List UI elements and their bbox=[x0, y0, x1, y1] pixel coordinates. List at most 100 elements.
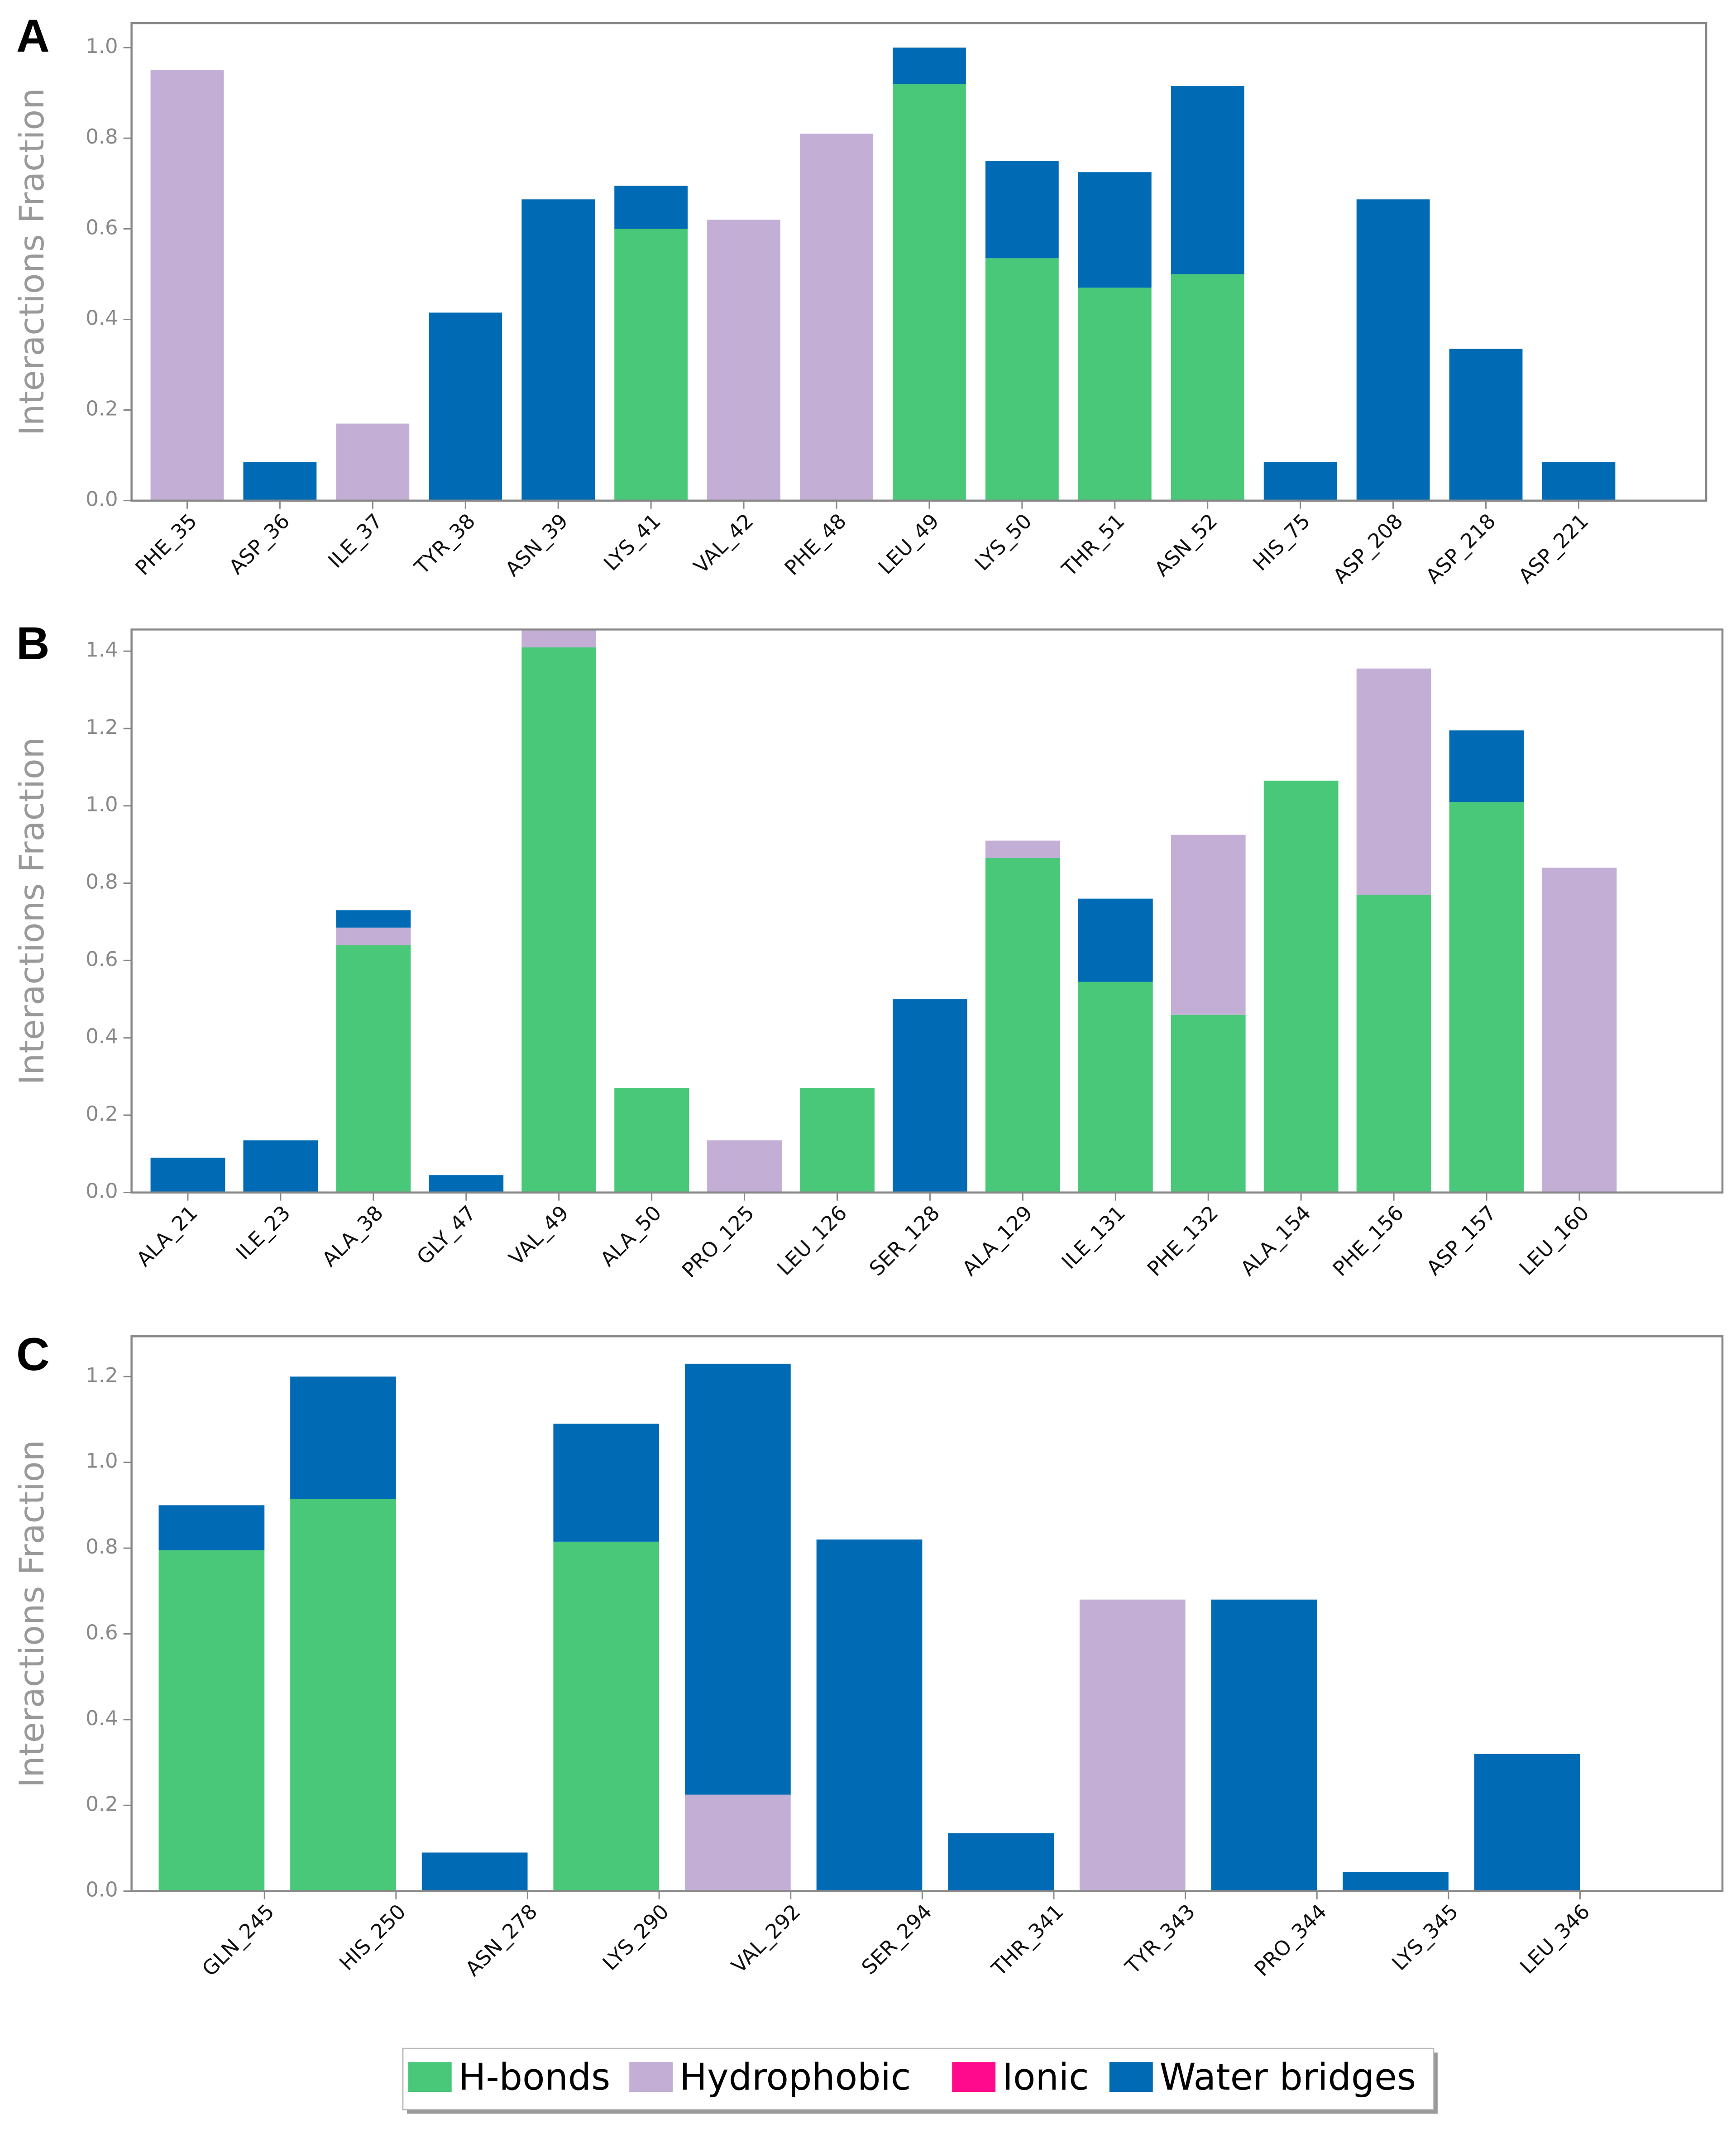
y-tick-label: 0.0 bbox=[86, 487, 118, 511]
axes-frame bbox=[130, 1335, 1724, 1892]
y-tick-label: 0.2 bbox=[86, 1792, 118, 1816]
bar-segment bbox=[1542, 462, 1616, 501]
bar-segment bbox=[985, 858, 1060, 1193]
legend-label: Hydrophobic bbox=[679, 2056, 911, 2099]
bar-segment bbox=[553, 1541, 660, 1891]
bar-segment bbox=[985, 840, 1060, 858]
y-tick-label: 0.0 bbox=[86, 1179, 118, 1203]
bar-segment bbox=[243, 462, 317, 501]
x-tick-label: THR_341 bbox=[987, 1899, 1068, 1981]
bar-segment bbox=[893, 84, 966, 501]
x-tick-label: ASP_218 bbox=[1421, 509, 1500, 588]
y-tick-label: 1.0 bbox=[86, 792, 118, 816]
x-tick-label: VAL_49 bbox=[504, 1201, 573, 1270]
x-tick-label: VAL_292 bbox=[727, 1899, 805, 1978]
x-tick-label: PRO_125 bbox=[677, 1201, 759, 1282]
y-tick-label: 0.6 bbox=[86, 947, 118, 971]
bar-segment bbox=[553, 1424, 660, 1542]
x-tick-label: LYS_345 bbox=[1387, 1899, 1463, 1975]
bar-segment bbox=[1474, 1754, 1580, 1891]
x-tick-label: HIS_250 bbox=[335, 1899, 410, 1975]
x-tick-label: VAL_42 bbox=[689, 509, 758, 578]
bar-segment bbox=[521, 647, 597, 1193]
bar-segment bbox=[614, 229, 688, 501]
x-tick-label: LEU_346 bbox=[1515, 1899, 1594, 1979]
bar-segment bbox=[150, 70, 224, 501]
bar-segment bbox=[1171, 834, 1246, 1015]
y-tick-label: 0.4 bbox=[86, 1706, 118, 1730]
x-tick-label: GLY_47 bbox=[412, 1201, 480, 1269]
bar-segment bbox=[336, 927, 411, 945]
bars bbox=[150, 48, 1616, 501]
x-tick-label: ASP_36 bbox=[224, 509, 294, 579]
bar-segment bbox=[243, 1140, 318, 1193]
bar-segment bbox=[707, 220, 780, 501]
y-tick-label: 0.0 bbox=[86, 1878, 118, 1902]
y-tick-label: 0.8 bbox=[86, 1534, 118, 1558]
bar-segment bbox=[685, 1794, 791, 1891]
bar-segment bbox=[521, 199, 595, 501]
bar-segment bbox=[158, 1505, 265, 1550]
x-tick-label: ASP_208 bbox=[1328, 509, 1407, 588]
bar-segment bbox=[1078, 898, 1153, 982]
x-tick-label: TYR_343 bbox=[1120, 1899, 1200, 1979]
x-tick-label: ILE_23 bbox=[231, 1201, 295, 1265]
x-tick-label: SER_128 bbox=[865, 1201, 944, 1280]
panel-label: B bbox=[16, 618, 50, 669]
bar-segment bbox=[1078, 172, 1152, 288]
x-tick-label: PHE_132 bbox=[1143, 1201, 1223, 1281]
bar-segment bbox=[893, 999, 967, 1193]
bar-segment bbox=[290, 1376, 396, 1499]
x-tick-label: ALA_21 bbox=[132, 1201, 202, 1271]
x-tick-label: LYS_50 bbox=[970, 509, 1037, 575]
bar-segment bbox=[800, 134, 873, 501]
x-tick-label: ASP_157 bbox=[1422, 1201, 1501, 1280]
bar-segment bbox=[614, 1088, 689, 1193]
bar-segment bbox=[429, 1175, 504, 1193]
legend-swatch bbox=[629, 2062, 673, 2092]
bar-segment bbox=[1171, 86, 1244, 274]
bar-segment bbox=[1343, 1872, 1449, 1891]
bar-segment bbox=[1079, 1599, 1186, 1891]
x-tick-label: ILE_37 bbox=[323, 509, 387, 573]
y-tick-label: 1.0 bbox=[86, 1449, 118, 1473]
y-tick-label: 0.6 bbox=[86, 215, 118, 239]
y-axis-label: Interactions Fraction bbox=[12, 88, 52, 436]
bar-segment bbox=[1171, 274, 1244, 501]
x-tick-label: ASN_39 bbox=[500, 509, 572, 581]
bar-segment bbox=[1356, 668, 1431, 895]
x-tick-label: ALA_38 bbox=[317, 1201, 388, 1271]
bar-segment bbox=[336, 423, 410, 501]
bar-segment bbox=[1263, 781, 1339, 1193]
bar-segment bbox=[1078, 288, 1152, 501]
bar-segment bbox=[1171, 1014, 1246, 1193]
bars bbox=[150, 629, 1617, 1193]
x-tick-label: LYS_41 bbox=[599, 509, 665, 575]
x-tick-label: ASP_221 bbox=[1514, 509, 1593, 588]
bar-segment bbox=[1449, 349, 1523, 501]
bar-segment bbox=[150, 1157, 225, 1193]
legend-swatch bbox=[952, 2062, 996, 2092]
y-tick-label: 0.4 bbox=[86, 1024, 118, 1048]
y-tick-label: 1.2 bbox=[86, 715, 118, 739]
legend-swatch bbox=[408, 2062, 452, 2092]
x-tick-label: TYR_38 bbox=[410, 509, 480, 579]
y-axis-label: Interactions Fraction bbox=[12, 737, 52, 1085]
y-tick-label: 0.2 bbox=[86, 1102, 118, 1126]
x-tick-label: HIS_75 bbox=[1248, 509, 1315, 575]
x-tick-label: PHE_156 bbox=[1328, 1201, 1408, 1281]
bar-segment bbox=[290, 1499, 396, 1891]
y-axis-label: Interactions Fraction bbox=[12, 1440, 52, 1788]
x-tick-label: SER_294 bbox=[857, 1899, 937, 1979]
bar-segment bbox=[521, 629, 597, 647]
bar-segment bbox=[1356, 199, 1430, 501]
bar-segment bbox=[1542, 868, 1617, 1193]
bar-segment bbox=[1449, 730, 1524, 802]
bar-segment bbox=[1356, 895, 1431, 1193]
y-tick-label: 1.0 bbox=[86, 34, 118, 58]
panel-label: A bbox=[16, 10, 50, 62]
bar-segment bbox=[707, 1140, 782, 1193]
bar-segment bbox=[158, 1550, 265, 1891]
y-tick-label: 0.4 bbox=[86, 306, 118, 330]
